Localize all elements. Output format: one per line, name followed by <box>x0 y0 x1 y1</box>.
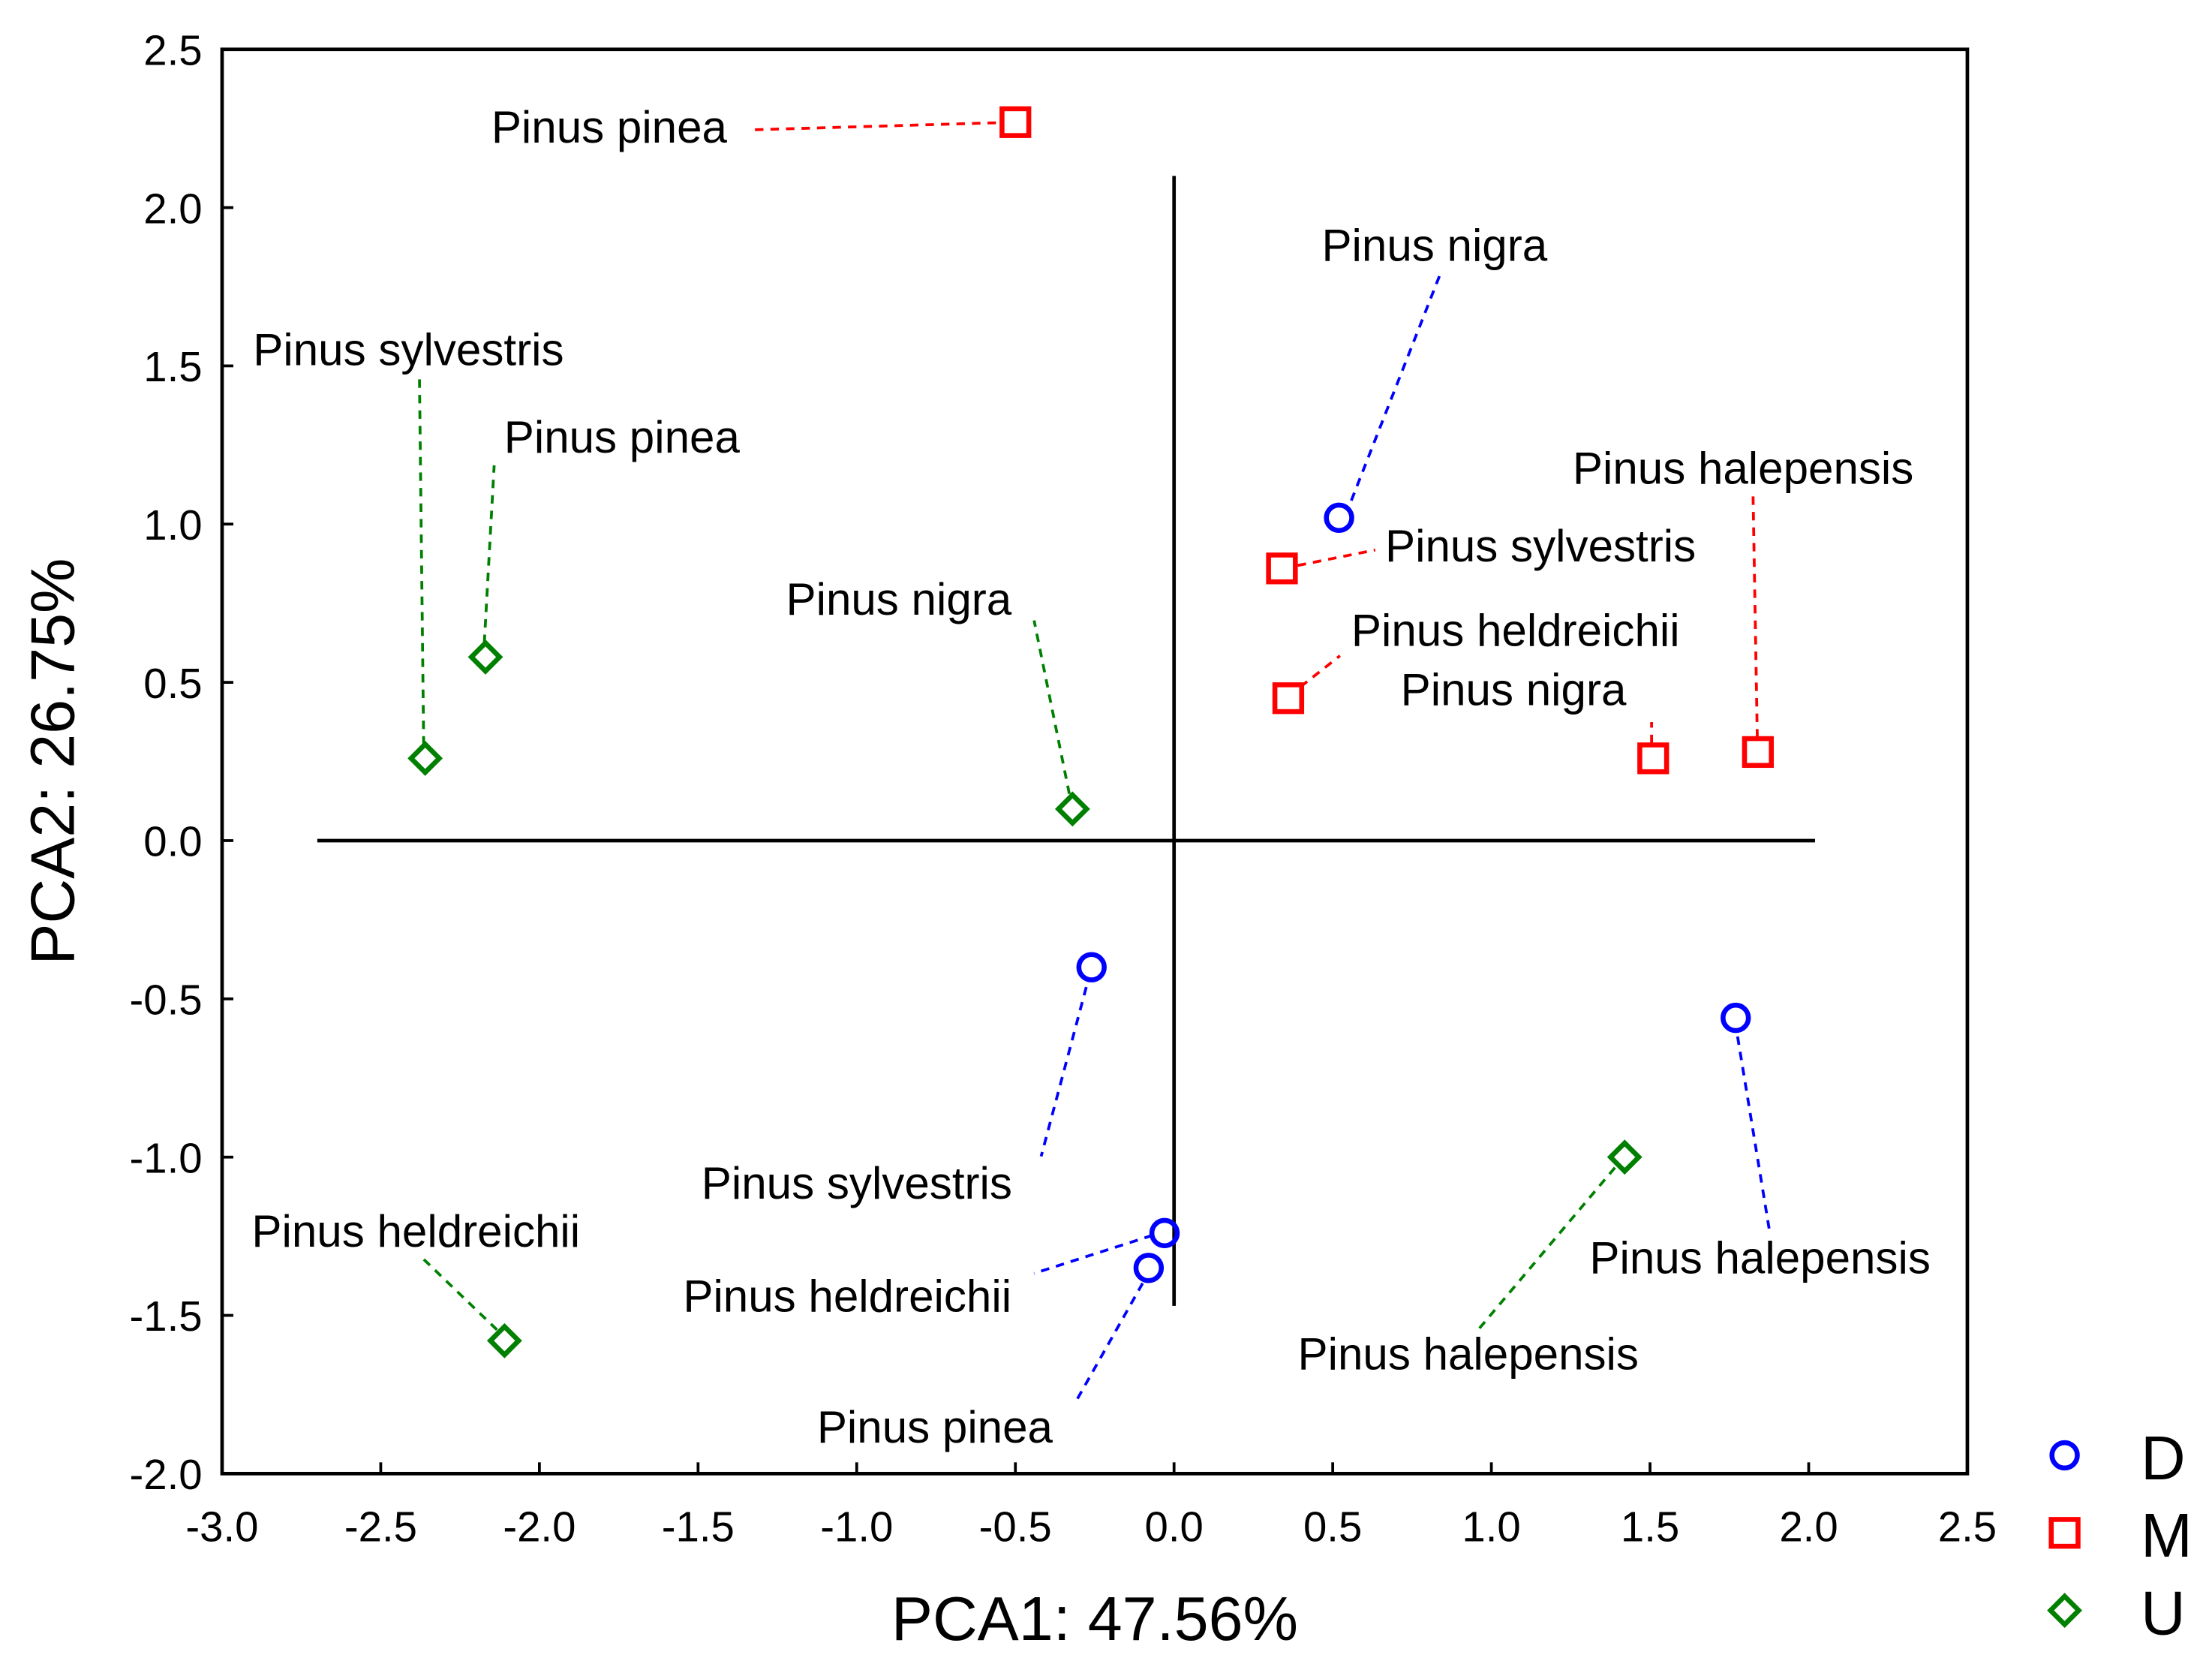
x-tick-label: 2.5 <box>1938 1503 1997 1551</box>
data-point-u <box>1606 1139 1642 1175</box>
x-tick-label: -1.0 <box>820 1503 893 1551</box>
data-point-u <box>1054 791 1090 827</box>
legend-marker-u <box>2047 1593 2083 1629</box>
x-axis-title: PCA1: 47.56% <box>891 1584 1298 1653</box>
data-point-d <box>1324 502 1354 534</box>
x-tick-label: 1.0 <box>1462 1503 1520 1551</box>
point-label: Pinus pinea <box>504 412 741 462</box>
point-label: Pinus pinea <box>817 1402 1053 1452</box>
leader-line <box>1074 1282 1144 1404</box>
x-tick-label: 2.0 <box>1779 1503 1838 1551</box>
data-point-d <box>1133 1253 1165 1283</box>
y-tick-label: 0.0 <box>143 818 202 865</box>
leader-line <box>1477 1166 1616 1331</box>
legend-label: D <box>2141 1423 2186 1493</box>
data-point-u <box>486 1322 522 1359</box>
data-point-m <box>1742 736 1774 769</box>
data-point-d <box>1721 1002 1751 1034</box>
y-tick-label: -0.5 <box>130 976 203 1023</box>
y-tick-label: 2.5 <box>143 26 202 74</box>
point-label: Pinus halepensis <box>1298 1328 1639 1379</box>
y-axis-title: PCA2: 26.75% <box>18 558 88 964</box>
point-label: Pinus heldreichii <box>683 1271 1011 1321</box>
data-point-m <box>1637 742 1670 775</box>
leader-line <box>1300 654 1342 688</box>
legend-marker-m <box>2048 1517 2081 1549</box>
data-point-m <box>1266 552 1298 585</box>
point-label: Pinus nigra <box>1401 664 1627 715</box>
plot-frame <box>220 47 1970 1476</box>
leader-line <box>1032 620 1071 795</box>
x-tick-label: -2.0 <box>503 1503 576 1551</box>
x-tick-label: -3.0 <box>185 1503 258 1551</box>
x-tick-label: -1.5 <box>662 1503 735 1551</box>
y-tick-label: 1.0 <box>143 501 202 549</box>
data-point-m <box>1272 682 1305 715</box>
y-tick-label: -1.5 <box>130 1292 203 1340</box>
point-label: Pinus halepensis <box>1589 1233 1930 1283</box>
data-point-d <box>1149 1217 1180 1249</box>
leader-line <box>1350 270 1443 501</box>
y-tick-label: 1.5 <box>143 343 202 390</box>
y-tick-label: -1.0 <box>130 1134 203 1181</box>
x-tick-label: 1.5 <box>1621 1503 1679 1551</box>
data-point-u <box>407 740 443 776</box>
point-label: Pinus pinea <box>491 102 728 152</box>
y-tick-label: 2.0 <box>143 185 202 232</box>
legend-label: M <box>2141 1500 2192 1570</box>
leader-line <box>1736 1036 1772 1235</box>
data-point-m <box>999 106 1032 138</box>
data-point-u <box>467 639 503 675</box>
leader-line <box>482 465 496 643</box>
legend-marker-d <box>2049 1440 2080 1471</box>
point-label: Pinus sylvestris <box>253 325 564 375</box>
x-tick-label: -0.5 <box>979 1503 1052 1551</box>
x-tick-label: 0.5 <box>1303 1503 1362 1551</box>
leader-line <box>1039 986 1088 1157</box>
x-tick-label: -2.5 <box>344 1503 417 1551</box>
point-label: Pinus nigra <box>1321 221 1547 271</box>
point-label: Pinus heldreichii <box>251 1206 580 1256</box>
point-label: Pinus halepensis <box>1573 443 1913 493</box>
y-tick-label: -2.0 <box>130 1451 203 1498</box>
y-tick-label: 0.5 <box>143 660 202 707</box>
leader-line <box>422 1258 498 1332</box>
point-label: Pinus nigra <box>786 574 1012 624</box>
leader-line <box>418 378 425 745</box>
leader-line <box>1751 496 1759 738</box>
legend-label: U <box>2141 1578 2186 1648</box>
point-label: Pinus heldreichii <box>1351 605 1680 655</box>
point-label: Pinus sylvestris <box>702 1158 1012 1208</box>
leader-line <box>755 121 999 131</box>
x-tick-label: 0.0 <box>1145 1503 1204 1551</box>
leader-line <box>1297 548 1376 567</box>
leader-line <box>1033 1234 1153 1275</box>
data-point-d <box>1076 952 1107 982</box>
point-label: Pinus sylvestris <box>1385 521 1696 571</box>
